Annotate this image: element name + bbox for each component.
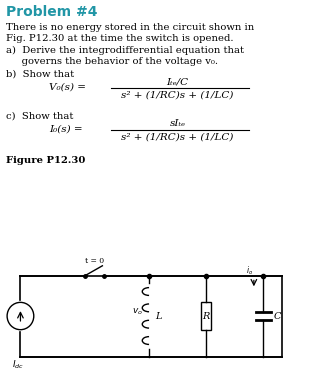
Text: Problem #4: Problem #4	[6, 5, 98, 19]
Text: s² + (1/RC)s + (1/LC): s² + (1/RC)s + (1/LC)	[122, 132, 234, 141]
Text: L: L	[155, 312, 161, 321]
Text: c)  Show that: c) Show that	[6, 111, 73, 121]
Text: governs the behavior of the voltage v₀.: governs the behavior of the voltage v₀.	[6, 57, 218, 66]
Text: R: R	[202, 312, 210, 321]
Text: Fig. P12.30 at the time the switch is opened.: Fig. P12.30 at the time the switch is op…	[6, 34, 234, 43]
Text: There is no energy stored in the circuit shown in: There is no energy stored in the circuit…	[6, 23, 255, 32]
Text: sIₜₑ: sIₜₑ	[170, 119, 186, 128]
Text: $I_{dc}$: $I_{dc}$	[11, 358, 24, 371]
Text: V₀(s) =: V₀(s) =	[49, 83, 86, 92]
Text: C: C	[274, 312, 281, 321]
Text: $v_o$: $v_o$	[132, 307, 143, 318]
Bar	[202, 302, 211, 330]
Text: b)  Show that: b) Show that	[6, 70, 74, 79]
Text: a)  Derive the integrodifferential equation that: a) Derive the integrodifferential equati…	[6, 46, 244, 55]
Text: t = 0: t = 0	[85, 257, 104, 265]
Text: I₀(s) =: I₀(s) =	[49, 125, 83, 134]
Text: s² + (1/RC)s + (1/LC): s² + (1/RC)s + (1/LC)	[122, 90, 234, 99]
Text: Iₜₑ/C: Iₜₑ/C	[166, 77, 189, 86]
Text: $i_o$: $i_o$	[246, 264, 254, 276]
Text: Figure P12.30: Figure P12.30	[6, 156, 86, 165]
